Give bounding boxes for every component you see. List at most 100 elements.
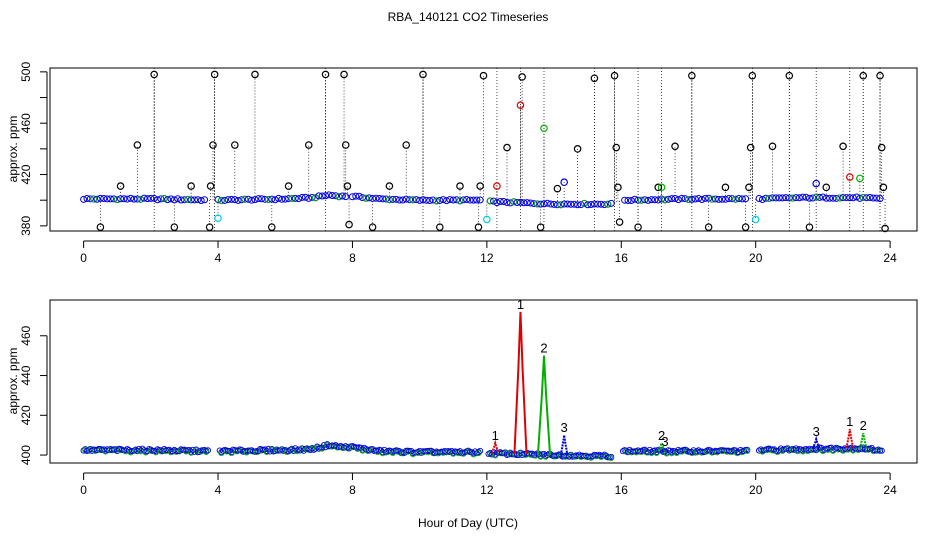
data-point: [799, 193, 807, 201]
peak-label: 1: [517, 297, 524, 312]
data-point: [698, 196, 706, 204]
x-tick-label: 4: [215, 483, 222, 497]
spike-point: [210, 70, 219, 79]
x-tick-label: 12: [480, 251, 494, 265]
data-point: [469, 196, 477, 204]
y-tick-label: 420: [19, 405, 33, 425]
data-point: [661, 196, 669, 204]
spike-point: [304, 141, 313, 149]
spike-point: [746, 143, 755, 152]
data-point: [624, 196, 632, 204]
data-point: [194, 196, 202, 204]
x-tick-label: 12: [480, 483, 494, 497]
data-point: [174, 195, 182, 203]
data-point: [530, 200, 538, 208]
data-point: [688, 195, 696, 203]
spike-point: [859, 71, 868, 80]
data-point: [426, 197, 434, 205]
data-point: [503, 199, 511, 207]
spike-point: [170, 223, 179, 231]
spike-point: [560, 178, 568, 187]
data-point: [359, 194, 367, 202]
spike-point: [876, 71, 884, 80]
x-tick-label: 16: [615, 251, 629, 265]
data-point: [878, 447, 885, 454]
data-point: [590, 200, 598, 208]
top-y-axis: 380 420 460 500: [19, 62, 48, 236]
data-point: [520, 199, 528, 207]
data-point: [150, 194, 158, 202]
spike-point: [96, 223, 105, 231]
data-point: [802, 193, 810, 201]
data-point: [684, 195, 692, 203]
data-point: [516, 198, 524, 206]
data-point: [543, 199, 551, 207]
data-point: [348, 193, 356, 201]
data-point: [519, 451, 526, 459]
y-tick-label: 460: [19, 325, 33, 345]
data-point: [157, 195, 165, 203]
data-point: [715, 195, 723, 203]
data-point: [372, 194, 380, 202]
spike-point: [612, 143, 621, 152]
data-point: [641, 196, 649, 204]
data-point: [738, 195, 746, 203]
bottom-x-axis: 0 4 8 12 16 20 24: [80, 472, 897, 497]
spike-point: [839, 142, 847, 151]
data-point: [291, 194, 299, 202]
data-point: [389, 195, 397, 203]
data-point: [853, 193, 861, 201]
data-point: [443, 197, 451, 205]
data-point: [533, 200, 541, 208]
data-point: [608, 454, 615, 461]
spike-point: [822, 183, 831, 192]
data-point: [473, 196, 481, 204]
data-point: [564, 200, 572, 208]
data-point: [822, 194, 830, 202]
data-point: [422, 196, 430, 204]
data-point: [540, 200, 548, 208]
data-point: [238, 196, 246, 204]
data-point: [550, 200, 558, 208]
data-point: [278, 195, 286, 203]
data-point: [288, 194, 296, 202]
data-point: [227, 195, 235, 203]
spike-point: [474, 223, 483, 231]
data-point: [654, 196, 662, 204]
data-point: [711, 195, 719, 203]
spike-point: [419, 70, 427, 79]
spike-point: [209, 141, 217, 149]
spike-point: [553, 184, 562, 193]
spike-point: [385, 182, 394, 190]
data-point: [409, 196, 417, 204]
data-point: [742, 195, 750, 203]
peak-line: [845, 429, 855, 449]
spike-point: [483, 215, 491, 224]
data-point: [795, 194, 803, 202]
data-point: [869, 194, 877, 202]
data-point: [621, 196, 629, 204]
data-point: [328, 191, 336, 199]
bottom-plot-frame: [49, 299, 918, 464]
peak-line: [661, 447, 669, 452]
data-point: [295, 195, 303, 203]
peak-line: [811, 435, 821, 450]
data-point: [285, 195, 293, 203]
spike-point: [251, 70, 259, 79]
spike-point: [133, 141, 142, 149]
data-point: [365, 194, 373, 202]
data-point: [695, 194, 703, 202]
y-tick-label: 400: [19, 445, 33, 465]
data-point: [577, 201, 585, 209]
spike-point: [805, 223, 814, 231]
data-point: [584, 201, 592, 209]
data-point: [567, 200, 575, 208]
data-point: [671, 195, 679, 203]
data-point: [281, 195, 289, 203]
data-point: [463, 196, 471, 204]
data-point: [557, 201, 565, 209]
data-point: [402, 195, 410, 203]
spike-point: [479, 71, 488, 80]
data-point: [214, 195, 222, 203]
